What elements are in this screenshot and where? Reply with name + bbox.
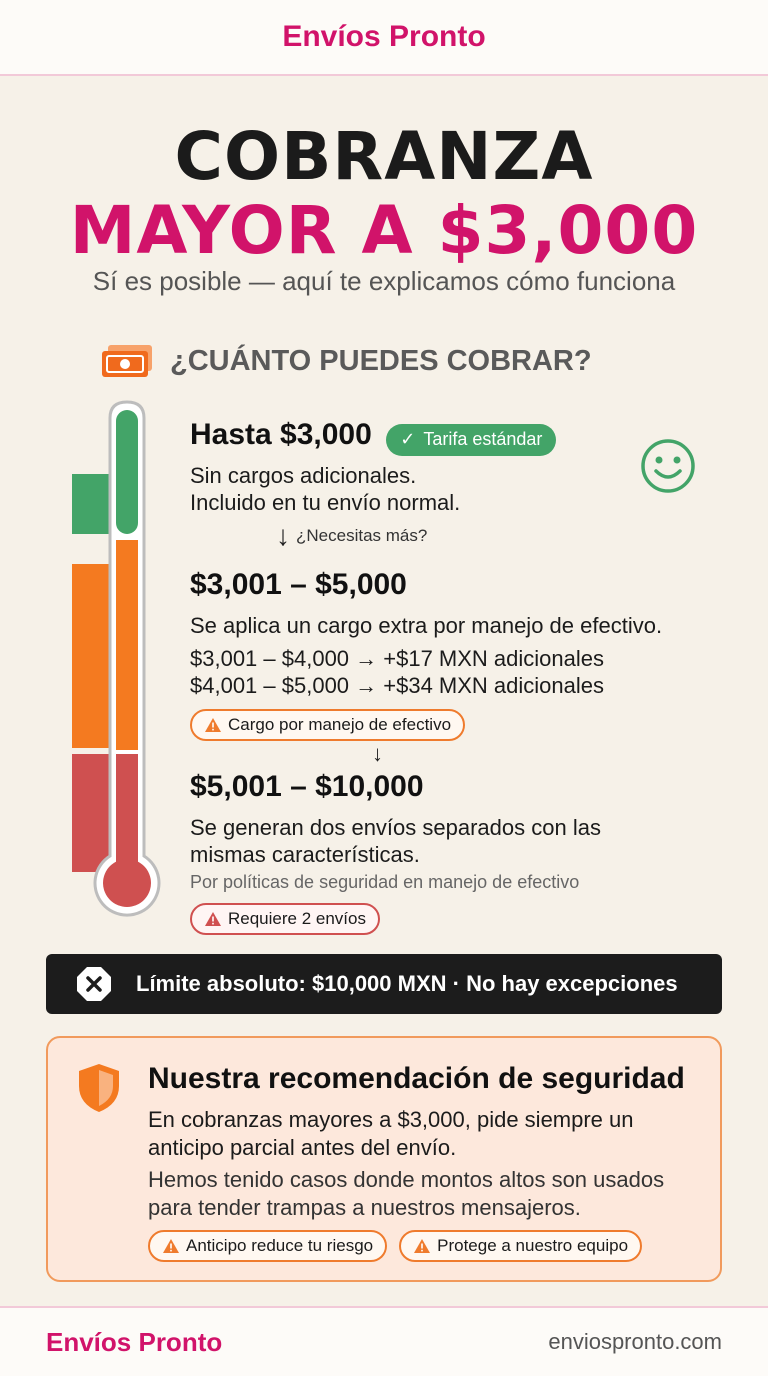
footer-url[interactable]: enviospronto.com: [548, 1329, 722, 1354]
two-shipments-label: Requiere 2 envíos: [228, 909, 366, 928]
thermometer-tube: [93, 400, 161, 917]
tier-2: $3,001 – $5,000 Se aplica un cargo extra…: [190, 568, 662, 741]
section-header: ¿CUÁNTO PUEDES COBRAR?: [100, 340, 592, 382]
advance-reduces-risk-label: Anticipo reduce tu riesgo: [186, 1236, 374, 1255]
thermometer: [66, 398, 166, 938]
brand-logo: Envíos Pronto: [282, 20, 486, 53]
footer-brand: Envíos Pronto: [46, 1326, 223, 1357]
tier-2-title: $3,001 – $5,000: [190, 568, 407, 601]
warning-icon: [163, 1239, 179, 1253]
recommendation-pills: Anticipo reduce tu riesgo Protege a nues…: [148, 1230, 643, 1262]
smiley-icon: [641, 439, 695, 493]
tier-3-line-1: Se generan dos envíos separados con las: [190, 815, 601, 840]
tier-2-line-2: $3,001 – $4,000 → +$17 MXN adicionales: [190, 646, 605, 671]
tier-1-title: Hasta $3,000: [190, 418, 372, 451]
recommendation-title: Nuestra recomendación de seguridad: [148, 1062, 685, 1095]
shield-icon: [79, 1064, 119, 1112]
arrow-down-icon: ↓: [276, 520, 290, 551]
arrow-down-2: ↓: [372, 740, 383, 768]
title-line-1: COBRANZA: [174, 118, 594, 195]
tier-1-line-1: Sin cargos adicionales.: [190, 462, 417, 488]
section-title: ¿CUÁNTO PUEDES COBRAR?: [170, 344, 592, 377]
arrow-down-icon: ↓: [372, 741, 383, 766]
need-more-label: ¿Necesitas más?: [296, 526, 428, 545]
tier-1: Hasta $3,000 ✓ Tarifa estándar Sin cargo…: [190, 418, 557, 516]
security-recommendation-card: Nuestra recomendación de seguridad En co…: [46, 1036, 722, 1282]
two-shipments-badge: Requiere 2 envíos: [190, 903, 380, 935]
top-bar: Envíos Pronto: [0, 0, 768, 76]
tier-3-title: $5,001 – $10,000: [190, 770, 424, 803]
close-octagon-icon: [77, 967, 111, 1001]
arrow-need-more: ↓ ¿Necesitas más?: [276, 522, 427, 550]
standard-rate-badge: ✓ Tarifa estándar: [386, 423, 557, 456]
tier-2-line-3: $4,001 – $5,000 → +$34 MXN adicionales: [190, 673, 605, 698]
subtitle: Sí es posible — aquí te explicamos cómo …: [92, 266, 676, 296]
level-bar-green: [72, 474, 112, 534]
recommendation-text-1: En cobranzas mayores a $3,000, pide siem…: [148, 1107, 634, 1160]
level-bar-red: [72, 754, 112, 872]
warning-icon: [414, 1239, 431, 1253]
protect-team-badge: Protege a nuestro equipo: [399, 1230, 643, 1262]
footer: Envíos Pronto enviospronto.com: [0, 1306, 768, 1376]
tier-3-line-2: mismas características.: [190, 842, 420, 867]
money-icon: [102, 345, 152, 377]
absolute-limit-text: Límite absoluto: $10,000 MXN · No hay ex…: [136, 971, 678, 996]
warning-icon: [205, 718, 221, 732]
standard-rate-label: Tarifa estándar: [423, 429, 543, 450]
tier-3: $5,001 – $10,000 Se generan dos envíos s…: [190, 770, 601, 935]
protect-team-label: Protege a nuestro equipo: [437, 1236, 629, 1255]
check-icon: ✓: [400, 429, 416, 450]
advance-reduces-risk-badge: Anticipo reduce tu riesgo: [148, 1230, 388, 1262]
tier-1-line-2: Incluido en tu envío normal.: [190, 489, 461, 515]
recommendation-text-2: Hemos tenido casos donde montos altos so…: [148, 1167, 665, 1220]
tier-3-note: Por políticas de seguridad en manejo de …: [190, 872, 580, 892]
cash-handling-badge: Cargo por manejo de efectivo: [190, 709, 466, 741]
level-bar-orange: [72, 564, 112, 748]
absolute-limit-banner: Límite absoluto: $10,000 MXN · No hay ex…: [46, 954, 722, 1014]
warning-icon: [205, 912, 221, 926]
cash-handling-label: Cargo por manejo de efectivo: [228, 715, 452, 734]
title-line-2: MAYOR A $3,000: [69, 192, 699, 269]
tier-2-line-1: Se aplica un cargo extra por manejo de e…: [190, 613, 663, 638]
